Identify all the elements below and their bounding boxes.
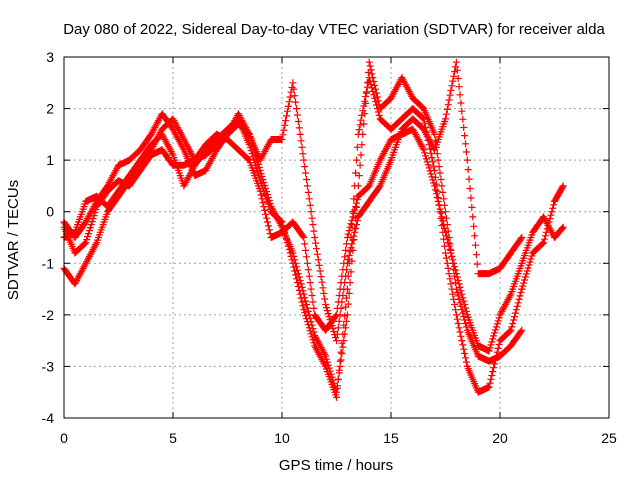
x-tick-label: 10 [274,430,290,446]
y-tick-label: 1 [46,152,54,168]
series-3 [60,58,526,345]
x-axis-label: GPS time / hours [279,457,393,474]
series-1 [60,58,526,396]
x-tick-label: 25 [601,430,617,446]
series-markers [518,182,567,293]
x-tick-label: 20 [492,430,508,446]
series-2 [60,74,526,401]
y-tick-label: -2 [42,307,55,323]
y-tick-label: -1 [42,255,55,271]
series-markers [518,213,567,267]
y-tick-label: 0 [46,204,54,220]
y-tick-label: 3 [46,49,54,65]
series-5 [518,182,567,293]
series-6 [518,213,567,267]
data-points [60,58,567,401]
y-tick-label: -3 [42,358,55,374]
series-markers [60,58,526,345]
y-tick-label: -4 [42,410,55,426]
y-axis-label: SDTVAR / TECUs [5,180,22,300]
x-tick-labels: 0 5 10 15 20 25 [60,430,617,446]
chart-title: Day 080 of 2022, Sidereal Day-to-day VTE… [63,21,605,38]
y-tick-label: 2 [46,101,54,117]
plot-frame [63,56,610,419]
x-tick-label: 0 [60,430,68,446]
x-tick-label: 15 [383,430,399,446]
series-markers [60,74,526,401]
grid [64,57,609,418]
series-markers [60,58,526,396]
y-tick-labels: -4 -3 -2 -1 0 1 2 3 [42,49,55,426]
x-tick-label: 5 [169,430,177,446]
axis-ticks [63,56,610,419]
